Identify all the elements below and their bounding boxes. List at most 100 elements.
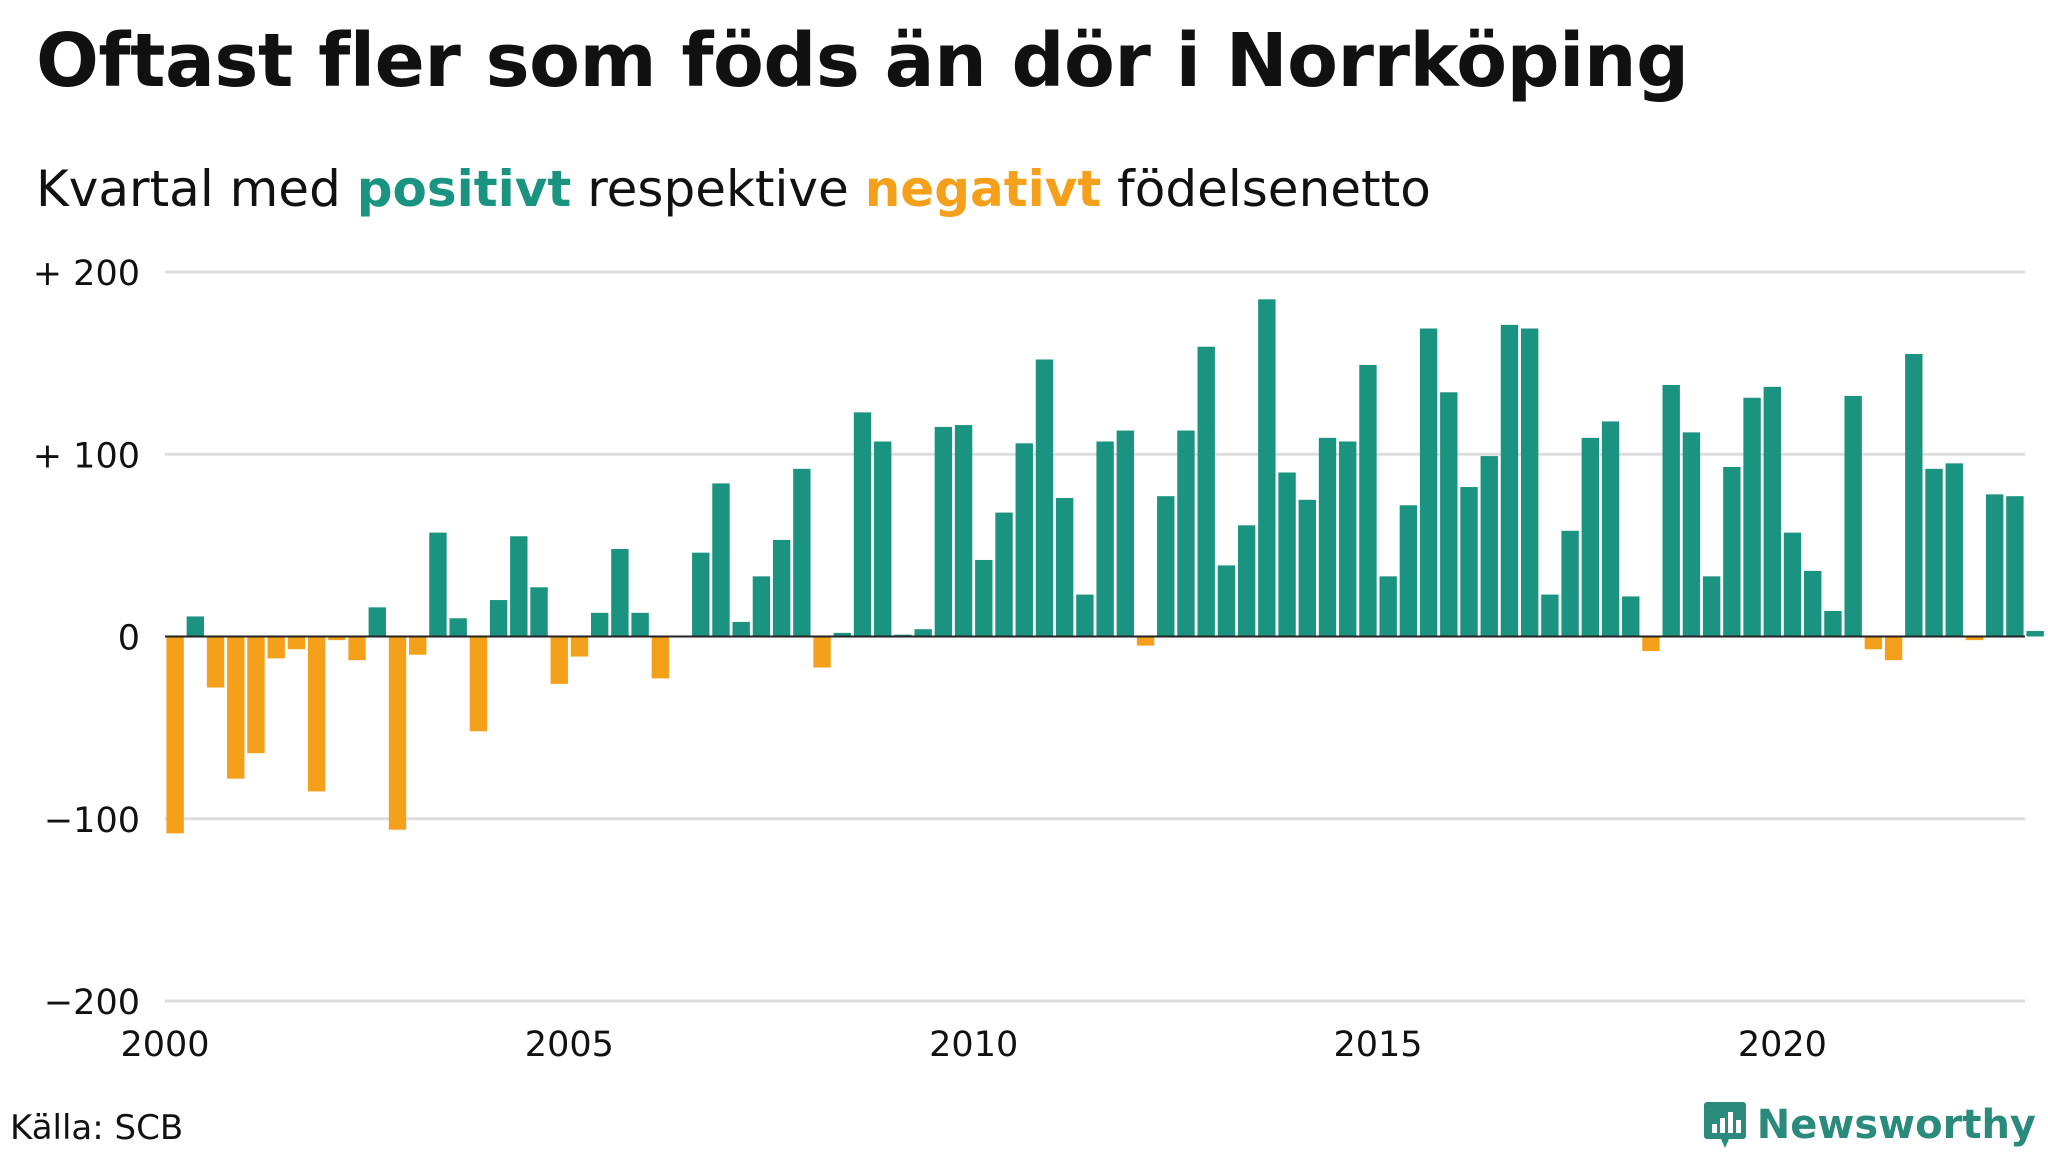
y-tick-label: + 100 — [33, 436, 140, 476]
bar — [1419, 328, 1438, 637]
bar — [1015, 443, 1033, 637]
bar — [449, 618, 467, 637]
bar — [510, 536, 528, 637]
chart-subtitle: Kvartal med positivt respektive negativt… — [36, 160, 1431, 218]
bar — [469, 636, 488, 732]
bar — [550, 636, 568, 684]
bar — [1500, 324, 1519, 637]
y-tick-label: 0 — [118, 619, 140, 659]
subtitle-prefix: Kvartal med — [36, 160, 341, 218]
bar — [1055, 497, 1074, 637]
bar — [975, 559, 993, 637]
bar — [287, 636, 306, 650]
bar — [1520, 328, 1539, 637]
bar — [1379, 576, 1397, 637]
brand-name: Newsworthy — [1756, 1102, 2036, 1148]
bar — [1136, 636, 1155, 646]
bar — [1440, 392, 1458, 637]
x-tick-label: 2000 — [120, 1025, 209, 1065]
bar — [611, 549, 629, 637]
bar — [1743, 397, 1761, 637]
bar — [1884, 636, 1903, 661]
bar — [1682, 432, 1701, 637]
bar — [348, 636, 366, 661]
bar — [772, 539, 791, 637]
bar — [1702, 576, 1721, 637]
bar — [1985, 494, 2004, 637]
bar — [227, 636, 245, 779]
bar — [1399, 505, 1418, 637]
bar — [388, 636, 407, 830]
subtitle-negative: negativt — [864, 160, 1102, 218]
newsworthy-icon — [1703, 1102, 1746, 1148]
bar — [692, 552, 710, 637]
bar — [1561, 530, 1579, 637]
bar — [1783, 532, 1802, 637]
y-tick-label: −100 — [44, 801, 140, 841]
source-note: Källa: SCB — [10, 1108, 184, 1148]
brand-logo: Newsworthy — [1703, 1100, 2036, 1150]
bar — [2026, 631, 2044, 637]
bar — [934, 426, 953, 637]
bar — [247, 636, 265, 754]
bar — [1824, 610, 1842, 637]
bar — [813, 636, 831, 668]
bar — [590, 612, 609, 637]
bar — [1925, 468, 1943, 637]
bar — [1076, 594, 1094, 637]
bar — [1642, 636, 1660, 652]
bar — [1905, 354, 1923, 637]
bar — [1541, 594, 1559, 637]
bar — [874, 441, 892, 637]
bar — [530, 587, 548, 637]
chart-title: Oftast fler som föds än dör i Norrköping — [36, 18, 1689, 104]
bar — [732, 621, 750, 637]
bar — [1965, 636, 1984, 641]
bar — [328, 636, 346, 641]
bar — [1298, 499, 1316, 637]
bar — [1662, 385, 1680, 637]
y-axis-ticks: + 200 + 100 0 −100 −200 — [33, 254, 140, 1023]
x-tick-label: 2010 — [929, 1025, 1018, 1065]
bar — [206, 636, 225, 688]
bar — [489, 600, 508, 637]
bar — [853, 412, 872, 637]
bar — [1278, 472, 1296, 637]
bar — [1177, 430, 1195, 637]
x-tick-label: 2005 — [525, 1025, 614, 1065]
bar — [267, 636, 285, 659]
bar — [1480, 456, 1498, 637]
subtitle-suffix: födelsenetto — [1117, 160, 1431, 218]
x-tick-label: 2015 — [1334, 1025, 1423, 1065]
bar — [1197, 346, 1215, 637]
bar — [409, 636, 427, 655]
bar — [712, 483, 730, 637]
bar — [1258, 299, 1276, 637]
bar — [1318, 437, 1337, 637]
subtitle-middle: respektive — [587, 160, 849, 218]
bar — [1723, 467, 1741, 637]
bar-series — [166, 299, 2044, 834]
bar — [954, 425, 973, 637]
bar — [1581, 437, 1600, 637]
y-tick-label: −200 — [44, 983, 140, 1023]
y-tick-label: + 200 — [33, 254, 140, 294]
bar — [914, 629, 932, 637]
bar — [1237, 525, 1256, 637]
bar — [1035, 359, 1054, 637]
bar — [1339, 441, 1357, 637]
bar — [1864, 636, 1883, 650]
bar — [1844, 395, 1862, 637]
bar — [570, 636, 589, 657]
bar — [1157, 496, 1175, 637]
bar — [1622, 596, 1640, 637]
grid-lines — [165, 270, 2025, 1003]
bar — [1945, 463, 1963, 637]
bar — [1217, 565, 1236, 637]
bar — [1763, 386, 1781, 637]
subtitle-positive: positivt — [356, 160, 572, 218]
bar — [1116, 430, 1135, 637]
bar — [1096, 441, 1114, 637]
bar — [1460, 487, 1478, 637]
